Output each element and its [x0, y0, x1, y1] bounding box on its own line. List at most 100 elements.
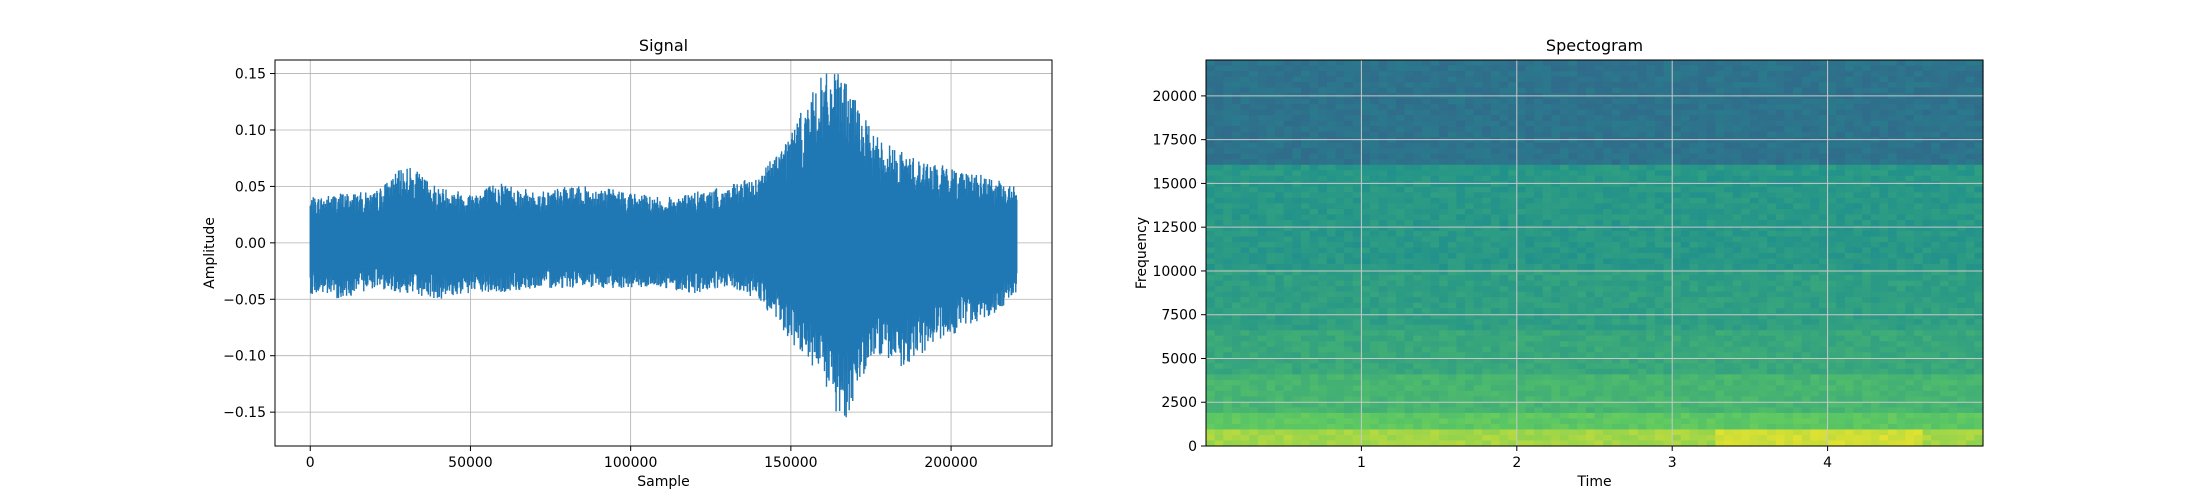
spectrogram-cell	[1413, 324, 1423, 331]
spectrogram-cell	[1275, 341, 1285, 348]
spectrogram-cell	[1370, 230, 1380, 238]
spectrogram-cell	[1663, 429, 1673, 436]
spectrogram-cell	[1300, 126, 1311, 133]
spectrogram-cell	[1784, 219, 1794, 227]
spectrogram-cell	[1473, 418, 1483, 425]
spectrogram-cell	[1654, 363, 1665, 370]
spectrogram-cell	[1577, 302, 1587, 309]
spectrogram-cell	[1335, 71, 1345, 78]
spectrogram-cell	[1784, 379, 1794, 386]
spectrogram-cell	[1292, 291, 1302, 298]
spectrogram-cell	[1206, 286, 1216, 293]
spectrogram-cell	[1663, 264, 1673, 271]
spectrogram-cell	[1611, 401, 1621, 408]
spectrogram-cell	[1473, 401, 1483, 408]
spectrogram-cell	[1404, 368, 1414, 375]
spectrogram-cell	[1534, 71, 1544, 78]
spectrogram-cell	[1318, 368, 1328, 375]
spectrogram-cell	[1223, 379, 1233, 386]
spectrogram-cell	[1801, 341, 1811, 348]
spectrogram-cell	[1663, 109, 1673, 116]
spectrogram-cell	[1473, 175, 1483, 182]
spectrogram-cell	[1309, 60, 1319, 67]
spectrogram-cell	[1516, 65, 1527, 72]
spectrogram-cell	[1473, 65, 1483, 72]
spectrogram-cell	[1456, 236, 1466, 243]
spectrogram-cell	[1620, 203, 1630, 210]
spectrogram-cell	[1585, 225, 1596, 232]
spectrogram-cell	[1352, 253, 1362, 260]
spectrogram-cell	[1784, 440, 1794, 447]
spectrogram-cell	[1706, 330, 1716, 337]
spectrogram-cell	[1387, 440, 1397, 447]
spectrogram-cell	[1663, 352, 1673, 359]
spectrogram-cell	[1534, 115, 1544, 122]
spectrogram-cell	[1637, 115, 1647, 122]
spectrogram-cell	[1793, 219, 1803, 227]
spectrogram-cell	[1465, 401, 1475, 408]
spectrogram-cell	[1240, 219, 1250, 227]
spectrogram-cell	[1283, 186, 1293, 193]
spectrogram-cell	[1525, 374, 1535, 381]
spectrogram-cell	[1473, 346, 1483, 353]
spectrogram-cell	[1335, 368, 1345, 375]
spectrogram-cell	[1508, 368, 1518, 375]
spectrogram-cell	[1689, 126, 1699, 133]
spectrogram-cell	[1741, 208, 1751, 215]
spectrogram-cell	[1611, 98, 1621, 105]
spectrogram-cell	[1611, 126, 1621, 133]
spectrogram-cell	[1758, 148, 1768, 155]
spectrogram-cell	[1801, 241, 1811, 249]
spectrogram-cell	[1266, 286, 1276, 293]
spectrogram-cell	[1758, 313, 1768, 320]
spectrogram-cell	[1404, 126, 1414, 133]
spectrogram-cell	[1646, 440, 1656, 447]
spectrogram-cell	[1309, 423, 1319, 431]
spectrogram-cell	[1525, 357, 1535, 364]
spectrogram-cell	[1344, 275, 1354, 282]
spectrogram-cell	[1439, 269, 1449, 276]
spectrogram-cell	[1629, 65, 1639, 72]
spectrogram-cell	[1620, 142, 1630, 149]
spectrogram-cell	[1732, 82, 1742, 89]
spectrogram-cell	[1378, 120, 1388, 127]
spectrogram-cell	[1214, 330, 1224, 337]
spectrogram-cell	[1465, 253, 1475, 260]
spectrogram-cell	[1775, 280, 1786, 287]
spectrogram-cell	[1654, 186, 1665, 193]
spectrogram-cell	[1214, 60, 1224, 67]
spectrogram-cell	[1292, 264, 1302, 271]
spectrogram-cell	[1223, 170, 1233, 177]
spectrogram-cell	[1361, 412, 1371, 420]
spectrogram-cell	[1775, 164, 1786, 171]
spectrogram-cell	[1490, 225, 1501, 232]
spectrogram-cell	[1663, 440, 1673, 447]
spectrogram-cell	[1249, 126, 1259, 133]
spectrogram-cell	[1439, 225, 1449, 232]
spectrogram-cell	[1404, 71, 1414, 78]
spectrogram-cell	[1499, 126, 1509, 133]
spectrogram-cell	[1801, 131, 1811, 138]
spectrogram-cell	[1525, 258, 1535, 265]
spectrogram-cell	[1516, 396, 1527, 403]
spectrogram-cell	[1732, 357, 1742, 364]
spectrogram-cell	[1715, 65, 1725, 72]
spectrogram-cell	[1335, 297, 1345, 304]
spectrogram-cell	[1594, 423, 1604, 431]
spectrogram-cell	[1603, 286, 1613, 293]
spectrogram-cell	[1594, 197, 1604, 204]
spectrogram-cell	[1361, 164, 1371, 171]
spectrogram-cell	[1309, 341, 1319, 348]
spectrogram-cell	[1577, 131, 1587, 138]
spectrogram-cell	[1551, 324, 1561, 331]
spectrogram-cell	[1387, 324, 1397, 331]
spectrogram-cell	[1767, 104, 1777, 111]
spectrogram-cell	[1292, 418, 1302, 425]
spectrogram-cell	[1214, 291, 1224, 298]
spectrogram-cell	[1413, 368, 1423, 375]
spectrogram-cell	[1361, 203, 1371, 210]
spectrogram-cell	[1654, 109, 1665, 116]
spectrogram-cell	[1430, 319, 1440, 326]
spectrogram-cell	[1534, 280, 1544, 287]
spectrogram-cell	[1266, 153, 1276, 160]
